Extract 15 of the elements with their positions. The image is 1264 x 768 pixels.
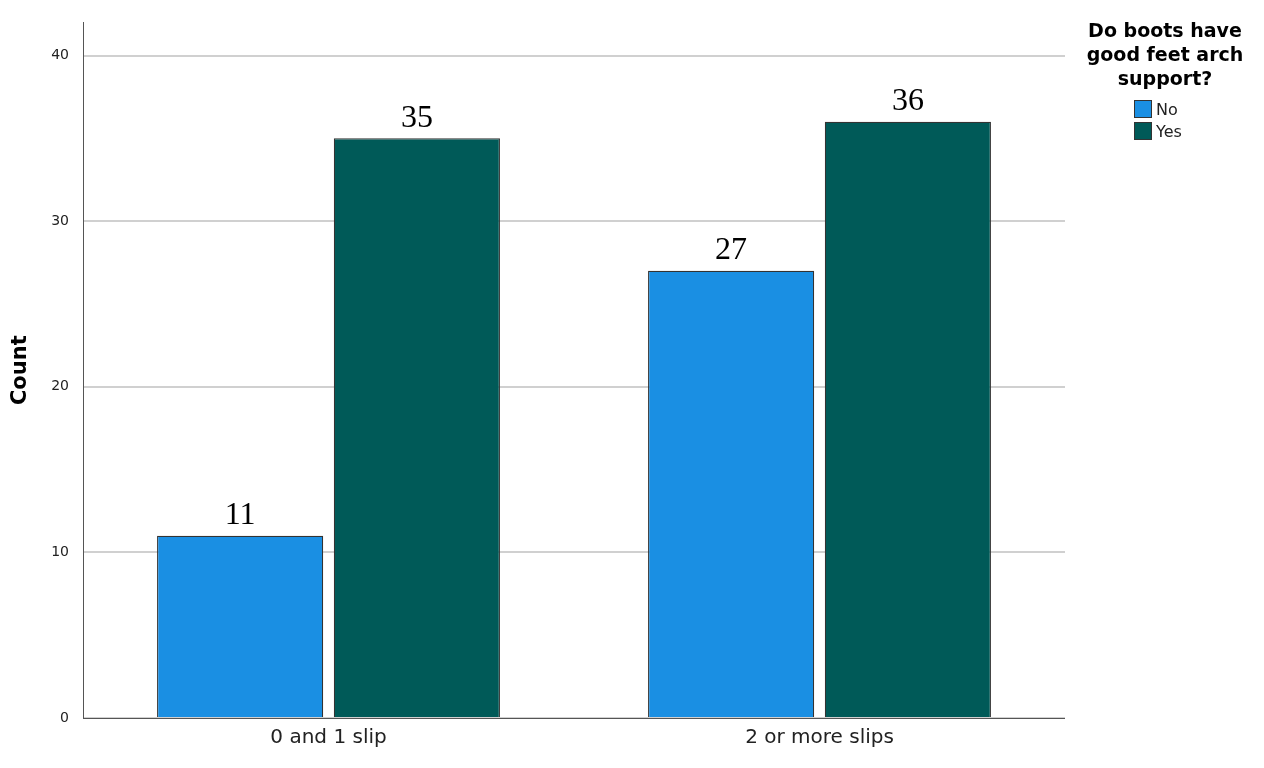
y-tick-label: 0 [60, 708, 70, 725]
data-label: 35 [400, 97, 433, 134]
y-axis-title: Count [7, 335, 32, 406]
data-label: 36 [891, 81, 924, 118]
y-tick-label: 40 [51, 46, 70, 63]
x-tick-label: 0 and 1 slip [270, 724, 387, 749]
y-tick-label: 20 [51, 377, 70, 394]
legend-label: No [1156, 99, 1178, 119]
legend-title: Do boots have good feet arch support? [1085, 18, 1245, 90]
data-label: 11 [224, 495, 256, 532]
data-label: 27 [715, 230, 748, 267]
legend-label: Yes [1156, 121, 1182, 141]
y-tick-label: 10 [51, 543, 70, 560]
x-tick-label: 2 or more slips [745, 724, 894, 749]
y-tick-label: 30 [51, 211, 70, 228]
